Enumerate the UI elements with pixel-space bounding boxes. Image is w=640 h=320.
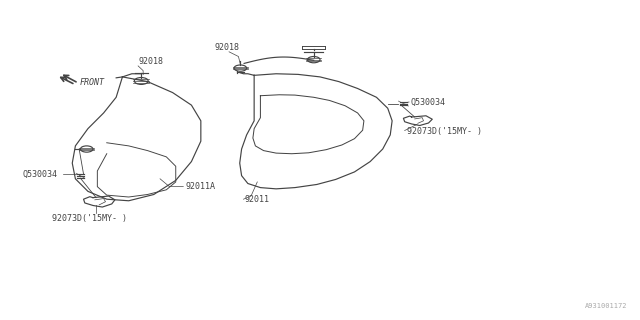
Text: 92073D('15MY- ): 92073D('15MY- ) xyxy=(406,127,481,136)
Text: 92011: 92011 xyxy=(244,195,269,204)
Text: 92018: 92018 xyxy=(138,57,163,66)
Text: A931001172: A931001172 xyxy=(585,303,627,309)
Text: 92011A: 92011A xyxy=(185,182,215,191)
Text: 92018: 92018 xyxy=(214,43,239,52)
Text: FRONT: FRONT xyxy=(80,78,105,87)
Text: 92073D('15MY- ): 92073D('15MY- ) xyxy=(52,213,127,222)
Text: Q530034: Q530034 xyxy=(22,170,57,179)
Text: Q530034: Q530034 xyxy=(411,98,446,107)
